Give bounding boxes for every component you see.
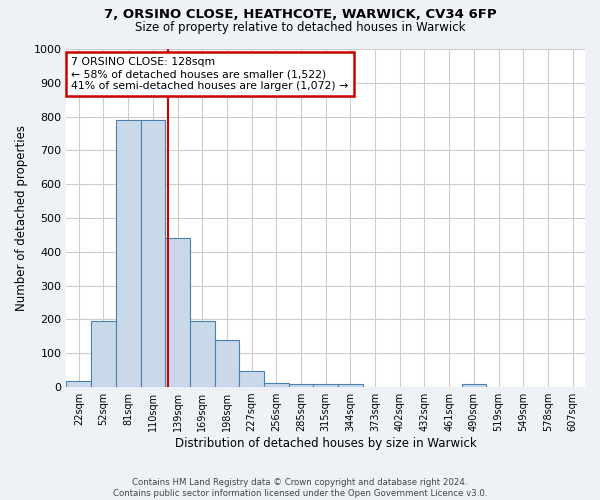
Bar [461, 384, 486, 387]
Bar [264, 382, 289, 387]
Bar [165, 238, 190, 387]
Text: Contains HM Land Registry data © Crown copyright and database right 2024.
Contai: Contains HM Land Registry data © Crown c… [113, 478, 487, 498]
Bar [140, 120, 165, 387]
Bar [313, 384, 338, 387]
Bar [91, 321, 116, 387]
Bar [289, 384, 313, 387]
Bar [116, 120, 140, 387]
Bar [215, 340, 239, 387]
Bar [239, 371, 264, 387]
Text: 7, ORSINO CLOSE, HEATHCOTE, WARWICK, CV34 6FP: 7, ORSINO CLOSE, HEATHCOTE, WARWICK, CV3… [104, 8, 496, 20]
Bar [190, 321, 215, 387]
Bar [67, 381, 91, 387]
Text: 7 ORSINO CLOSE: 128sqm
← 58% of detached houses are smaller (1,522)
41% of semi-: 7 ORSINO CLOSE: 128sqm ← 58% of detached… [71, 58, 349, 90]
Bar [338, 384, 363, 387]
Text: Size of property relative to detached houses in Warwick: Size of property relative to detached ho… [135, 21, 465, 34]
Y-axis label: Number of detached properties: Number of detached properties [15, 125, 28, 311]
X-axis label: Distribution of detached houses by size in Warwick: Distribution of detached houses by size … [175, 437, 476, 450]
